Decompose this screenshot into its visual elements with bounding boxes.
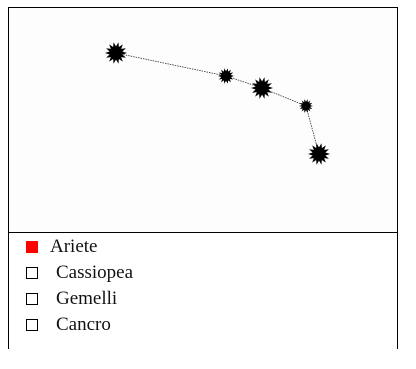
constellation-svg — [105, 42, 330, 165]
option-label: Cancro — [56, 314, 111, 335]
constellation-lines — [115, 52, 320, 155]
option-ariete[interactable]: Ariete — [9, 234, 397, 260]
option-cancro[interactable]: Cancro — [9, 312, 397, 338]
star-2 — [218, 68, 234, 84]
star-5 — [308, 143, 330, 165]
quiz-frame: Ariete Cassiopea Gemelli Cancro — [8, 7, 398, 349]
option-label: Cassiopea — [56, 262, 134, 283]
option-cassiopea[interactable]: Cassiopea — [9, 260, 397, 286]
option-label: Gemelli — [56, 288, 118, 309]
constellation-canvas — [9, 8, 397, 233]
constellation-stars — [105, 42, 330, 165]
option-label: Ariete — [50, 236, 98, 257]
option-checkbox[interactable] — [26, 241, 38, 253]
option-checkbox[interactable] — [26, 267, 38, 279]
star-1 — [105, 42, 127, 64]
answer-options: Ariete Cassiopea Gemelli Cancro — [9, 234, 397, 338]
option-checkbox[interactable] — [26, 319, 38, 331]
constellation-line — [115, 52, 227, 77]
star-4 — [299, 99, 313, 113]
option-checkbox[interactable] — [26, 293, 38, 305]
option-gemelli[interactable]: Gemelli — [9, 286, 397, 312]
constellation-line — [225, 75, 263, 89]
star-3 — [251, 77, 273, 99]
